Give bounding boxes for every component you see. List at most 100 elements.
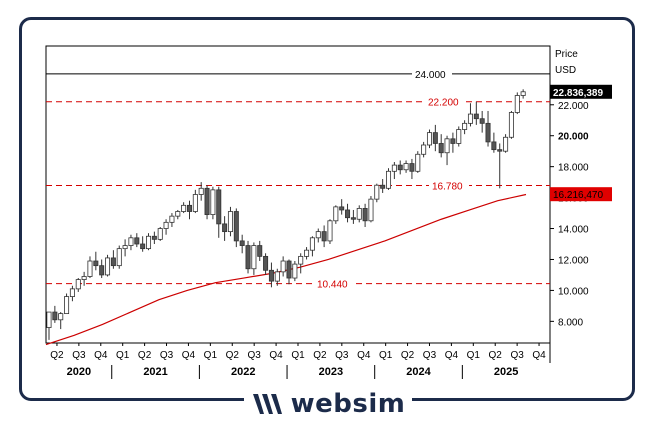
plot-area [45, 45, 551, 344]
quarter-label: Q2 [226, 350, 240, 361]
candle-body [216, 189, 222, 225]
quarter-label: Q3 [72, 350, 86, 361]
candle-body [110, 257, 116, 267]
candle-body [473, 113, 479, 120]
candle-body [257, 245, 263, 257]
candle-body [52, 311, 58, 321]
candle-body [327, 220, 333, 242]
candle-body [280, 260, 286, 273]
price-axis-unit: USD [555, 65, 576, 76]
year-label: 2023 [319, 366, 343, 378]
candle-body [69, 288, 75, 297]
candle-body [479, 118, 485, 124]
candle-body [503, 136, 509, 152]
candle-body [462, 122, 468, 130]
candle-body [58, 313, 64, 321]
candle-body [122, 245, 128, 250]
level-label: 10.440 [317, 280, 348, 291]
quarter-label: Q1 [204, 350, 218, 361]
quarter-label: Q4 [445, 350, 459, 361]
candle-body [87, 260, 93, 277]
candle-body [380, 184, 386, 189]
websim-mark-icon [252, 394, 282, 414]
quarter-label: Q1 [467, 350, 481, 361]
quarter-label: Q2 [138, 350, 152, 361]
candle-body [81, 276, 87, 280]
candle-body [169, 215, 175, 223]
quarter-label: Q4 [182, 350, 196, 361]
level-label-bg [429, 179, 469, 192]
quarter-label: Q2 [401, 350, 415, 361]
quarter-label: Q3 [510, 350, 524, 361]
quarter-label: Q3 [160, 350, 174, 361]
candle-body [438, 143, 444, 154]
candle-body [210, 189, 216, 216]
level-label-bg [314, 277, 354, 290]
quarter-label: Q4 [532, 350, 546, 361]
candle-body [444, 138, 450, 154]
candle-body [175, 211, 181, 217]
year-label: 2025 [494, 366, 518, 378]
year-label: 2024 [406, 366, 431, 378]
price-tick-label: 18.000 [558, 163, 589, 174]
ma-price-badge [550, 187, 612, 202]
candle-body [268, 269, 274, 282]
price-tick-label: 10.000 [558, 286, 589, 297]
candle-body [105, 257, 111, 276]
candle-body [227, 211, 233, 233]
quarter-label: Q1 [379, 350, 393, 361]
candle-body [491, 141, 497, 151]
candle-body [192, 194, 198, 212]
candle-body [304, 249, 310, 257]
price-tick-label: 22.000 [558, 101, 589, 112]
last-price-label: 22.836,389 [553, 88, 603, 99]
logo-box: websim [244, 386, 412, 422]
price-axis-title: Price [555, 49, 578, 60]
candle-body [128, 237, 134, 246]
candle-body [151, 235, 157, 240]
last-price-badge [550, 84, 612, 99]
price-tick-label: 14.000 [558, 225, 589, 236]
candle-body [46, 311, 52, 328]
candle-body [309, 237, 315, 251]
candle-body [485, 122, 491, 143]
candle-body [198, 187, 204, 195]
level-label: 16.780 [432, 182, 463, 193]
candle-body [157, 228, 163, 240]
candle-body [421, 144, 427, 155]
candle-body [251, 245, 257, 270]
candle-body [426, 132, 432, 146]
candle-body [93, 260, 99, 267]
candle-body [333, 206, 339, 222]
ma-price-label: 16.216,470 [553, 190, 603, 201]
candle-body [99, 265, 105, 276]
level-label: 24.000 [415, 70, 446, 81]
price-tick-label: 20.000 [558, 132, 589, 143]
price-tick-label: 12.000 [558, 255, 589, 266]
candle-body [467, 113, 473, 124]
level-label-bg [412, 67, 452, 80]
candle-body [397, 164, 403, 171]
quarter-label: Q1 [116, 350, 130, 361]
candle-body [75, 279, 81, 290]
quarter-label: Q4 [94, 350, 108, 361]
year-label: 2022 [231, 366, 255, 378]
candle-body [403, 163, 409, 171]
quarter-label: Q2 [50, 350, 64, 361]
candle-body [116, 248, 122, 267]
candle-body [339, 206, 345, 211]
candle-body [520, 91, 526, 96]
quarter-label: Q1 [291, 350, 305, 361]
candle-body [497, 149, 503, 152]
candle-body [233, 211, 239, 242]
quarter-label: Q3 [423, 350, 437, 361]
brand-name: websim [290, 389, 406, 419]
price-tick-label: 8.000 [558, 317, 583, 328]
candle-body [134, 237, 140, 245]
candle-body [239, 240, 245, 246]
candle-body [292, 263, 298, 279]
quarter-label: Q3 [335, 350, 349, 361]
candle-body [204, 187, 210, 216]
quarter-label: Q4 [269, 350, 283, 361]
